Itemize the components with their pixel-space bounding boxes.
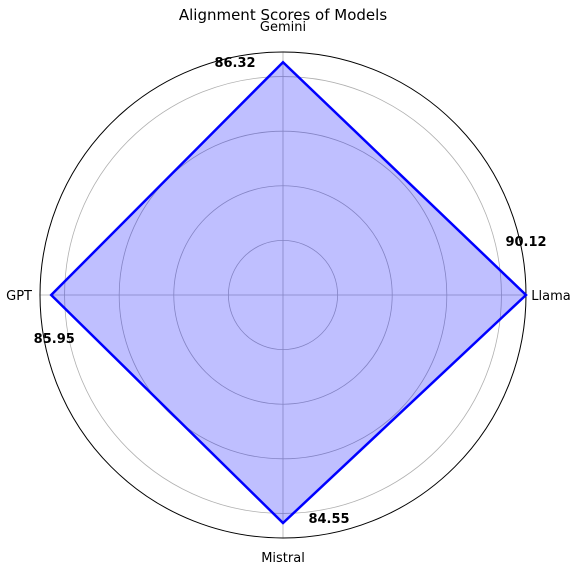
category-label-gemini: Gemini (260, 20, 306, 35)
series-layer (49, 60, 528, 525)
category-label-mistral: Mistral (261, 551, 305, 566)
category-label-gpt: GPT (6, 289, 32, 304)
value-label-gemini: 86.32 (214, 56, 255, 71)
radial-grid (39, 51, 527, 539)
value-label-llama: 90.12 (505, 235, 546, 250)
category-label-llama: Llama (531, 289, 570, 304)
label-layer: Llama Gemini GPT Mistral 90.12 86.32 85.95 84.5… (6, 20, 571, 566)
value-label-gpt: 85.95 (34, 332, 75, 347)
series-line-0 (49, 60, 528, 525)
series-area-0 (51, 62, 526, 523)
chart-title: Alignment Scores of Models (179, 6, 387, 24)
value-label-mistral: 84.55 (308, 512, 349, 527)
